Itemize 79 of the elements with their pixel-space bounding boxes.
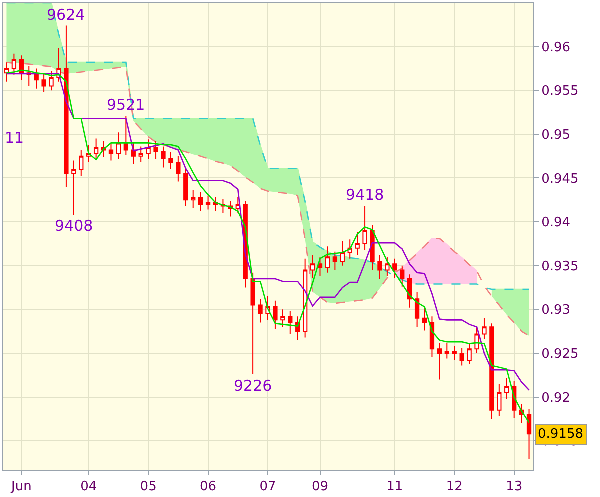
candlestick: [72, 160, 76, 216]
x-tick-label: 07: [260, 480, 276, 495]
candlestick: [310, 254, 316, 279]
text: 0.9158: [538, 427, 584, 442]
candlestick: [467, 342, 472, 364]
candlestick: [422, 307, 428, 332]
candlestick: [400, 265, 405, 288]
candlestick: [19, 55, 24, 81]
candlestick: [4, 62, 10, 82]
candlestick: [146, 139, 151, 160]
candlestick: [168, 151, 174, 170]
candlestick: [64, 25, 69, 188]
candlestick: [408, 274, 412, 308]
y-tick-label: 0.935: [542, 259, 579, 274]
y-tick-label: 0.955: [542, 84, 579, 100]
candlestick: [325, 246, 330, 274]
candlestick: [94, 138, 99, 160]
x-tick-label: 11: [386, 480, 404, 495]
annotation: 9521: [107, 96, 146, 114]
x-tick-label: 04: [80, 480, 98, 495]
x-tick-label: Jun: [10, 480, 32, 495]
annotation: 9408: [55, 217, 94, 235]
candlestick: [191, 190, 196, 209]
line-series: [6, 62, 530, 337]
x-tick-label: 09: [312, 480, 329, 495]
candlestick: [474, 326, 480, 354]
candlestick: [154, 140, 158, 160]
y-tick-label: 0.93: [542, 303, 571, 318]
candlestick: [79, 150, 84, 177]
y-tick-label: 0.96: [542, 40, 571, 56]
candlestick: [385, 256, 390, 277]
x-tick-label: 06: [200, 480, 217, 495]
candlestick: [460, 348, 464, 366]
candlestick: [198, 192, 204, 212]
candlestick: [452, 346, 457, 361]
candlestick: [362, 206, 368, 251]
y-tick-label: 0.95: [542, 128, 571, 143]
candlestick: [414, 292, 420, 328]
candlestick: [392, 258, 398, 279]
candlestick: [108, 142, 114, 162]
candlestick: [482, 318, 487, 340]
candlestick: [124, 116, 128, 156]
candlestick: [206, 195, 211, 210]
candlestick: [378, 254, 382, 280]
candlestick: [250, 272, 256, 375]
candlestick: [184, 167, 188, 207]
candlestick: [526, 409, 532, 460]
candlestick: [318, 256, 323, 277]
annotation: 9226: [234, 377, 272, 395]
y-tick-label: 0.92: [542, 390, 571, 406]
candlestick: [34, 68, 39, 90]
candlestick: [288, 310, 293, 335]
annotation: 11: [5, 129, 24, 147]
candlestick: [444, 342, 450, 360]
x-tick-label: 05: [140, 480, 157, 495]
candlestick: [497, 384, 502, 418]
candlestick: [355, 232, 360, 256]
x-tick-label: 12: [446, 480, 463, 495]
candlestick: [138, 146, 144, 163]
candlestick: [504, 378, 510, 400]
y-tick-label: 0.925: [542, 347, 579, 362]
candlestick: [116, 132, 122, 160]
candlestick: [131, 142, 136, 165]
y-tick-label: 0.94: [542, 216, 571, 231]
annotation: 9418: [346, 186, 384, 204]
candlestick: [12, 53, 17, 76]
candlestick: [176, 156, 181, 182]
candlestick: [273, 300, 278, 330]
candlestick: [437, 342, 442, 380]
candlestick: [280, 309, 286, 328]
y-tick-label: 0.945: [542, 172, 579, 187]
candlestick: [490, 323, 494, 420]
x-tick-label: 13: [506, 480, 523, 495]
candlestick: [42, 72, 46, 93]
candlestick: [258, 298, 263, 324]
candlestick: [49, 70, 54, 92]
candlestick: [332, 251, 338, 271]
candlestick: [340, 240, 345, 266]
candlestick: [161, 146, 166, 168]
